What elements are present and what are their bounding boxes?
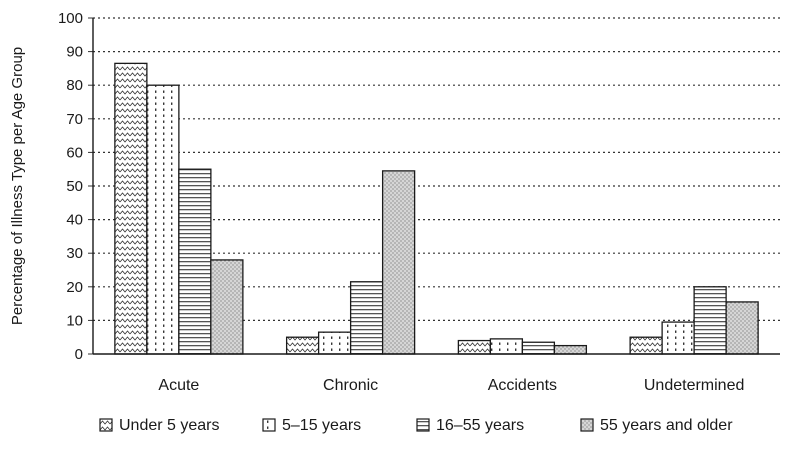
x-category-labels: Acute Chronic Accidents Undetermined xyxy=(158,377,744,394)
bar-undetermined-5-15-years xyxy=(661,321,695,355)
bar-acute-under-5-years xyxy=(114,62,148,355)
x-category-label: Accidents xyxy=(488,377,557,394)
legend-label-55-years-and-older: 55 years and older xyxy=(600,417,733,434)
y-axis-title: Percentage of Illness Type per Age Group xyxy=(9,47,26,325)
y-tick-labels: 0 10 20 30 40 50 60 70 80 90 100 xyxy=(58,10,83,363)
bar-undetermined-16-55-years xyxy=(693,286,727,355)
legend-swatch-16-55-years xyxy=(416,418,430,432)
legend-swatch-55-years-and-older xyxy=(580,418,594,432)
y-tick-label: 100 xyxy=(58,10,83,27)
bar-chronic-55-years-and-older xyxy=(381,170,416,355)
x-category-label: Acute xyxy=(158,377,199,394)
bars xyxy=(114,62,759,355)
y-tick-label: 50 xyxy=(66,178,83,195)
y-tick-label: 60 xyxy=(66,144,83,161)
bar-acute-5-15-years xyxy=(146,84,180,355)
y-tick-label: 40 xyxy=(66,212,83,229)
legend-swatch-5-15-years xyxy=(262,418,276,432)
x-category-label: Chronic xyxy=(323,377,378,394)
legend-label-5-15-years: 5–15 years xyxy=(282,417,361,434)
y-tick-label: 0 xyxy=(75,346,83,363)
bar-accidents-under-5-years xyxy=(457,339,492,355)
legend-label-16-55-years: 16–55 years xyxy=(436,417,524,434)
bar-undetermined-55-years-and-older xyxy=(725,301,759,355)
bar-accidents-55-years-and-older xyxy=(553,344,588,355)
bar-accidents-16-55-years xyxy=(521,341,556,355)
legend-swatch-under-5-years xyxy=(99,418,113,432)
bar-chronic-16-55-years xyxy=(349,281,384,355)
y-tick-label: 80 xyxy=(66,77,83,94)
axes xyxy=(88,17,780,355)
y-tick-label: 90 xyxy=(66,44,83,61)
bar-undetermined-under-5-years xyxy=(629,336,663,355)
legend: Under 5 years 5–15 years 16–55 years 55 yea… xyxy=(99,417,733,434)
legend-label-under-5-years: Under 5 years xyxy=(119,417,220,434)
bar-accidents-5-15-years xyxy=(489,338,524,355)
bar-chronic-under-5-years xyxy=(285,336,320,355)
y-tick-label: 70 xyxy=(66,111,83,128)
y-tick-label: 20 xyxy=(66,279,83,296)
bar-chronic-5-15-years xyxy=(317,331,352,355)
y-tick-label: 10 xyxy=(66,312,83,329)
x-category-label: Undetermined xyxy=(644,377,745,394)
bar-acute-55-years-and-older xyxy=(210,259,244,355)
y-tick-label: 30 xyxy=(66,245,83,262)
bar-acute-16-55-years xyxy=(178,168,212,355)
